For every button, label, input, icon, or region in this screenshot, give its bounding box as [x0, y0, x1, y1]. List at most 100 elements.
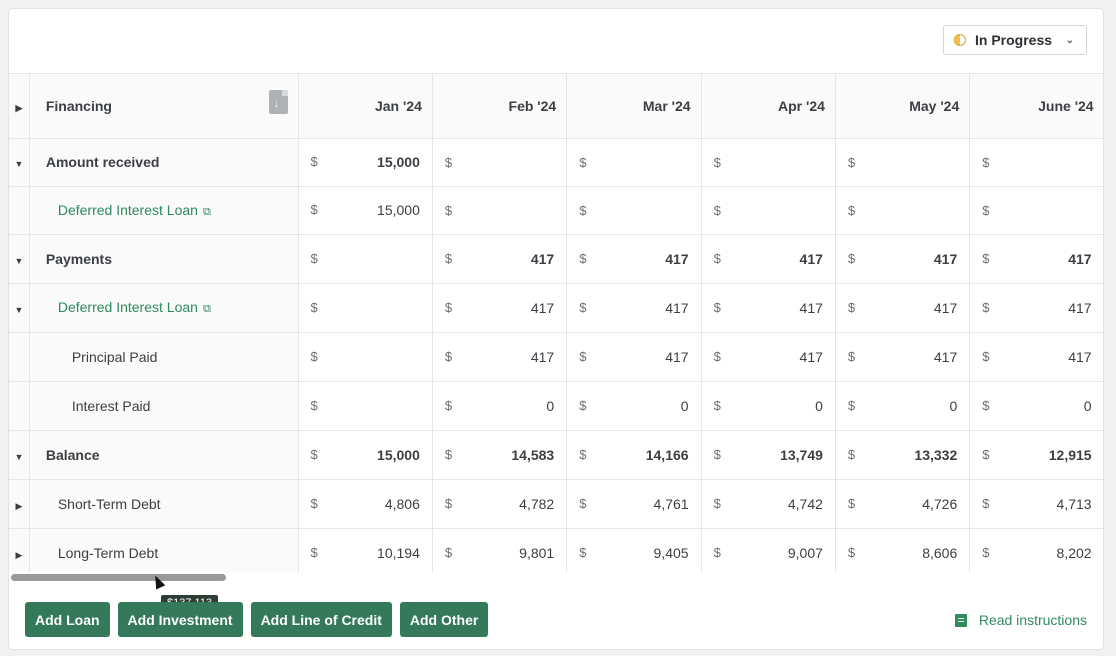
table-row: ▶ Short-Term Debt $4,806 $4,782 $4,761 $4,742…: [9, 479, 1103, 529]
currency-symbol: $: [847, 544, 856, 560]
value-cell: $: [835, 186, 971, 235]
status-dropdown[interactable]: In Progress ⌄: [943, 25, 1087, 55]
value-cell: $: [298, 283, 433, 333]
currency-symbol: $: [982, 544, 990, 560]
month-header: Mar '24: [566, 74, 702, 139]
currency-symbol: $: [713, 154, 721, 170]
currency-symbol: $: [847, 202, 856, 218]
caret-down-icon: ▼: [14, 304, 24, 315]
cell-value: 9,405: [653, 544, 689, 561]
currency-symbol: $: [310, 202, 318, 217]
external-edit-icon[interactable]: ⧉: [202, 303, 211, 315]
currency-symbol: $: [579, 446, 587, 462]
currency-symbol: $: [444, 202, 453, 218]
currency-symbol: $: [982, 495, 990, 511]
cell-value: 417: [530, 348, 555, 365]
currency-symbol: $: [444, 299, 453, 315]
value-cell: $0: [969, 381, 1103, 431]
value-cell: $417: [835, 283, 971, 333]
cell-value: 0: [546, 397, 555, 414]
download-file-icon[interactable]: ↓: [268, 90, 288, 114]
currency-symbol: $: [713, 202, 721, 218]
row-toggle[interactable]: ▼: [9, 430, 30, 480]
cell-value: 4,726: [922, 495, 958, 512]
financing-card: In Progress ⌄ ▶ Financing ↓ Jan '24 Feb …: [8, 8, 1104, 650]
currency-symbol: $: [444, 397, 453, 413]
value-cell: $: [969, 186, 1103, 235]
value-cell: $4,782: [432, 479, 568, 529]
row-label: Payments: [45, 250, 112, 267]
currency-symbol: $: [444, 446, 453, 462]
cell-value: 9,801: [519, 544, 555, 561]
table-row: ▶ Long-Term Debt $10,194 $9,801 $9,405 $9,007…: [9, 528, 1103, 572]
value-cell: $417: [432, 234, 568, 284]
header-title-cell: Financing ↓: [29, 74, 299, 139]
row-toggle[interactable]: ▶: [9, 528, 30, 572]
row-label: Interest Paid: [71, 397, 151, 414]
row-toggle[interactable]: ▼: [9, 283, 30, 333]
cell-value: 4,806: [384, 495, 420, 512]
currency-symbol: $: [982, 397, 990, 413]
row-label: Principal Paid: [71, 348, 158, 365]
currency-symbol: $: [310, 349, 318, 364]
value-cell: $8,202: [969, 528, 1103, 572]
cell-value: 9,007: [787, 544, 823, 561]
table-row: Principal Paid$$417$417$417$417$417$: [9, 332, 1103, 382]
cell-value: 417: [799, 348, 823, 365]
currency-symbol: $: [713, 495, 721, 511]
row-label: Amount received: [45, 154, 160, 170]
row-toggle[interactable]: ▶: [9, 479, 30, 529]
cell-value: 14,583: [511, 446, 555, 463]
value-cell: $417: [835, 332, 971, 382]
value-cell: $13,332: [835, 430, 971, 480]
cell-value: 417: [799, 299, 823, 316]
value-cell: $417: [969, 234, 1103, 284]
value-cell: $: [298, 381, 433, 431]
value-cell: $4,713: [969, 479, 1103, 529]
cell-value: 13,749: [780, 446, 823, 463]
value-cell: $417: [969, 332, 1103, 382]
cell-value: 0: [815, 397, 823, 414]
cell-value: 0: [680, 397, 689, 414]
cell-value: 15,000: [377, 202, 420, 218]
external-edit-icon[interactable]: ⧉: [202, 205, 211, 218]
currency-symbol: $: [713, 348, 721, 364]
value-cell: $: [298, 234, 433, 284]
add-investment-button[interactable]: Add Investment: [117, 602, 243, 637]
row-label[interactable]: Deferred Interest Loan: [57, 201, 198, 218]
month-header: May '24: [835, 74, 971, 139]
cell-value: 15,000: [377, 446, 420, 463]
currency-symbol: $: [579, 154, 587, 170]
currency-symbol: $: [579, 250, 587, 266]
action-buttons: Add Loan Add Investment Add Line of Cred…: [25, 602, 489, 637]
cell-value: 417: [1068, 348, 1092, 365]
add-other-button[interactable]: Add Other: [399, 602, 489, 637]
row-label-cell: Deferred Interest Loan ⧉: [29, 186, 299, 235]
value-cell: $417: [566, 283, 702, 333]
currency-symbol: $: [444, 250, 453, 266]
value-cell: $0: [566, 381, 702, 431]
row-toggle[interactable]: ▼: [9, 138, 30, 187]
currency-symbol: $: [444, 495, 453, 511]
read-instructions-link[interactable]: Read instructions: [954, 612, 1087, 628]
cell-value: 8,606: [922, 544, 958, 561]
currency-symbol: $: [713, 397, 721, 413]
value-cell: $10,194: [298, 528, 433, 572]
header-toggle[interactable]: ▶: [9, 74, 30, 139]
table-row: ▼ Deferred Interest Loan ⧉ $ $417 $417 $417 $41…: [9, 283, 1103, 333]
row-toggle[interactable]: ▼: [9, 234, 30, 284]
cell-value: 417: [933, 250, 958, 267]
value-cell: $4,742: [701, 479, 836, 529]
horizontal-scrollbar[interactable]: [11, 574, 226, 581]
value-cell: $9,801: [432, 528, 568, 572]
currency-symbol: $: [310, 495, 318, 511]
add-line-of-credit-button[interactable]: Add Line of Credit: [250, 602, 392, 637]
currency-symbol: $: [847, 299, 856, 315]
add-loan-button[interactable]: Add Loan: [25, 602, 110, 637]
row-label[interactable]: Deferred Interest Loan: [57, 299, 198, 315]
cell-value: 417: [665, 250, 689, 267]
value-cell: $4,806: [298, 479, 433, 529]
row-toggle: [9, 332, 30, 382]
cell-value: 417: [1068, 250, 1092, 267]
chevron-down-icon: ⌄: [1065, 34, 1074, 46]
